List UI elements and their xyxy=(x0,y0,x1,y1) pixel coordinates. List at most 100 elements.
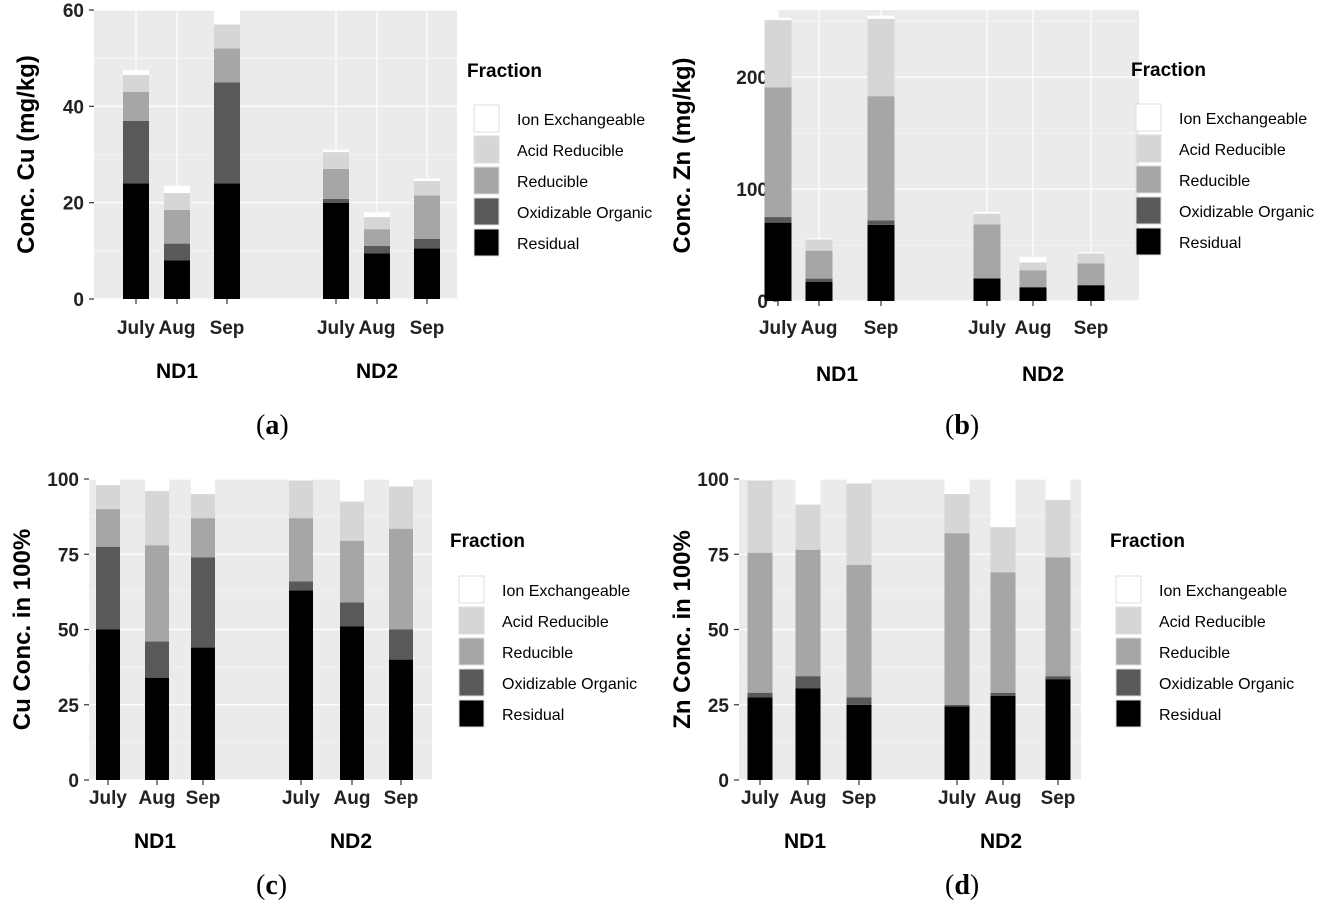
bar-segment-residual xyxy=(944,706,970,780)
bar-segment-acid-reducible xyxy=(973,213,1001,225)
bar-segment-residual xyxy=(764,222,792,301)
legend-label: Acid Reducible xyxy=(502,614,609,631)
legend-swatch xyxy=(458,668,485,697)
bar-segment-acid-reducible xyxy=(867,18,895,97)
y-axis-title: Conc. Zn (mg/kg) xyxy=(669,58,696,254)
bar-segment-reducible xyxy=(1019,270,1047,288)
legend-swatch xyxy=(473,197,500,226)
bar-segment-residual xyxy=(805,281,833,301)
x-tick-label: July xyxy=(117,318,155,339)
legend-label: Oxidizable Organic xyxy=(502,676,637,693)
legend-label: Oxidizable Organic xyxy=(1159,676,1294,693)
y-axis-title: Conc. Cu (mg/kg) xyxy=(13,55,40,254)
legend-swatch xyxy=(1135,103,1162,132)
bar-segment-acid-reducible xyxy=(795,504,821,550)
legend-swatch xyxy=(1115,668,1142,697)
caption-b-letter: b xyxy=(954,410,970,441)
bar-segment-acid-reducible xyxy=(846,483,872,565)
legend-swatch xyxy=(458,606,485,635)
legend-swatch xyxy=(473,135,500,164)
y-tick-label: 100 xyxy=(736,180,768,201)
legend-label: Oxidizable Organic xyxy=(517,205,652,222)
legend-label: Reducible xyxy=(1159,645,1230,662)
bar-segment-ion-exchangeable xyxy=(96,479,120,486)
bar-segment-oxidizable-organic xyxy=(191,557,215,648)
bar-segment-residual xyxy=(1045,679,1071,780)
bar-segment-acid-reducible xyxy=(145,491,169,546)
bar-segment-oxidizable-organic xyxy=(96,546,120,630)
x-tick-label: July xyxy=(741,788,779,809)
x-tick-label: Aug xyxy=(139,788,176,809)
bar-segment-acid-reducible xyxy=(764,20,792,88)
x-tick-label: July xyxy=(968,318,1006,339)
bar-segment-oxidizable-organic xyxy=(414,238,440,249)
y-tick-label: 50 xyxy=(58,621,79,642)
caption-d-letter: d xyxy=(954,870,970,901)
legend-label: Ion Exchangeable xyxy=(1159,583,1287,600)
bar-segment-oxidizable-organic xyxy=(867,220,895,225)
bar-segment-acid-reducible xyxy=(289,480,313,519)
bar-segment-residual xyxy=(990,695,1016,780)
legend-label: Ion Exchangeable xyxy=(517,112,645,129)
bar-segment-ion-exchangeable xyxy=(323,149,349,153)
bar-segment-acid-reducible xyxy=(1077,253,1105,264)
bar-segment-ion-exchangeable xyxy=(145,479,169,492)
bar-segment-oxidizable-organic xyxy=(805,278,833,282)
bar-segment-residual xyxy=(1019,287,1047,301)
y-tick-label: 200 xyxy=(736,68,768,89)
bar-segment-oxidizable-organic xyxy=(944,704,970,707)
bar-segment-reducible xyxy=(389,528,413,630)
x-tick-label: Aug xyxy=(159,318,196,339)
bar-segment-oxidizable-organic xyxy=(323,198,349,203)
bar-segment-oxidizable-organic xyxy=(1045,676,1071,680)
bar-segment-reducible xyxy=(1045,557,1071,677)
chart-c: 0 25 50 75 100 July Aug Sep July Aug Sep ND1 ND2 Cu C… xyxy=(9,470,637,853)
legend-label: Residual xyxy=(517,236,579,253)
bar-segment-acid-reducible xyxy=(389,486,413,529)
legend-swatch xyxy=(1115,575,1142,604)
bar-segment-acid-reducible xyxy=(123,75,149,92)
y-tick-label: 0 xyxy=(73,290,84,311)
bar-segment-ion-exchangeable xyxy=(973,212,1001,214)
bar-segment-acid-reducible xyxy=(96,485,120,510)
bar-segment-reducible xyxy=(96,509,120,547)
bar-segment-oxidizable-organic xyxy=(747,692,773,698)
bar-segment-reducible xyxy=(747,552,773,693)
y-tick-label: 25 xyxy=(708,696,730,717)
bar-segment-residual xyxy=(340,626,364,780)
x-tick-label: July xyxy=(282,788,320,809)
x-tick-label: Sep xyxy=(864,318,899,339)
legend-label: Ion Exchangeable xyxy=(1179,111,1307,128)
legend-title: Fraction xyxy=(1131,60,1206,81)
bar-segment-reducible xyxy=(164,209,190,244)
x-tick-label: July xyxy=(938,788,976,809)
bar-segment-ion-exchangeable xyxy=(990,479,1016,528)
x-tick-label: Sep xyxy=(1041,788,1076,809)
legend-label: Acid Reducible xyxy=(1179,142,1286,159)
legend-swatch xyxy=(1135,165,1162,194)
legend-swatch xyxy=(473,104,500,133)
bar-segment-residual xyxy=(191,647,215,780)
y-tick-label: 50 xyxy=(708,621,729,642)
bar-segment-reducible xyxy=(289,518,313,582)
bar-segment-oxidizable-organic xyxy=(795,676,821,689)
chart-panel-c: 0 25 50 75 100 July Aug Sep July Aug Sep ND1 ND2 Cu C… xyxy=(0,459,661,918)
bar-segment-residual xyxy=(747,697,773,780)
x-tick-label: July xyxy=(759,318,797,339)
legend-label: Reducible xyxy=(502,645,573,662)
legend-swatch xyxy=(1115,637,1142,666)
bar-segment-reducible xyxy=(944,533,970,705)
bar-segment-ion-exchangeable xyxy=(747,479,773,481)
legend-title: Fraction xyxy=(450,531,525,552)
group-label: ND2 xyxy=(356,360,398,383)
legend-swatch xyxy=(473,228,500,257)
bar-segment-reducible xyxy=(795,549,821,677)
legend-label: Reducible xyxy=(517,174,588,191)
y-tick-label: 60 xyxy=(63,1,84,22)
bar-segment-residual xyxy=(1077,285,1105,301)
y-axis-title: Zn Conc. in 100% xyxy=(669,530,696,729)
bar-segment-oxidizable-organic xyxy=(340,602,364,627)
legend-swatch xyxy=(473,166,500,195)
legend-label: Acid Reducible xyxy=(1159,614,1266,631)
bar-segment-acid-reducible xyxy=(414,180,440,196)
